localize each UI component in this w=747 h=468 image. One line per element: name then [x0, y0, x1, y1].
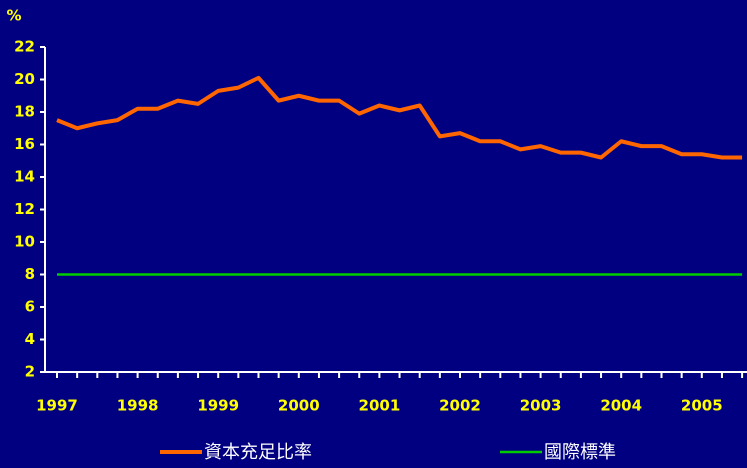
y-axis-label: % [6, 7, 21, 25]
series-line [56, 75, 743, 160]
legend-label: 國際標準 [544, 442, 616, 463]
x-tick-label: 2001 [359, 397, 401, 415]
y-tick-label: 8 [25, 265, 35, 283]
y-tick-label: 10 [14, 233, 35, 251]
x-tick-label: 1998 [117, 397, 159, 415]
y-tick-label: 18 [14, 103, 35, 121]
x-tick-label: 2004 [600, 397, 642, 415]
y-tick-label: 14 [14, 168, 35, 186]
y-tick-label: 4 [25, 330, 35, 348]
y-tick-label: 6 [25, 298, 35, 316]
y-tick-label: 20 [14, 70, 35, 88]
x-tick-label: 2000 [278, 397, 320, 415]
x-tick-label: 1997 [36, 397, 78, 415]
y-tick-label: 2 [25, 363, 35, 381]
y-tick-label: 16 [14, 135, 35, 153]
x-tick-label: 2005 [681, 397, 723, 415]
y-tick-label: 12 [14, 200, 35, 218]
y-tick-label: 22 [14, 38, 35, 56]
legend-label: 資本充足比率 [204, 442, 312, 463]
x-tick-label: 2003 [520, 397, 562, 415]
x-tick-label: 2002 [439, 397, 481, 415]
x-tick-label: 1999 [197, 397, 239, 415]
